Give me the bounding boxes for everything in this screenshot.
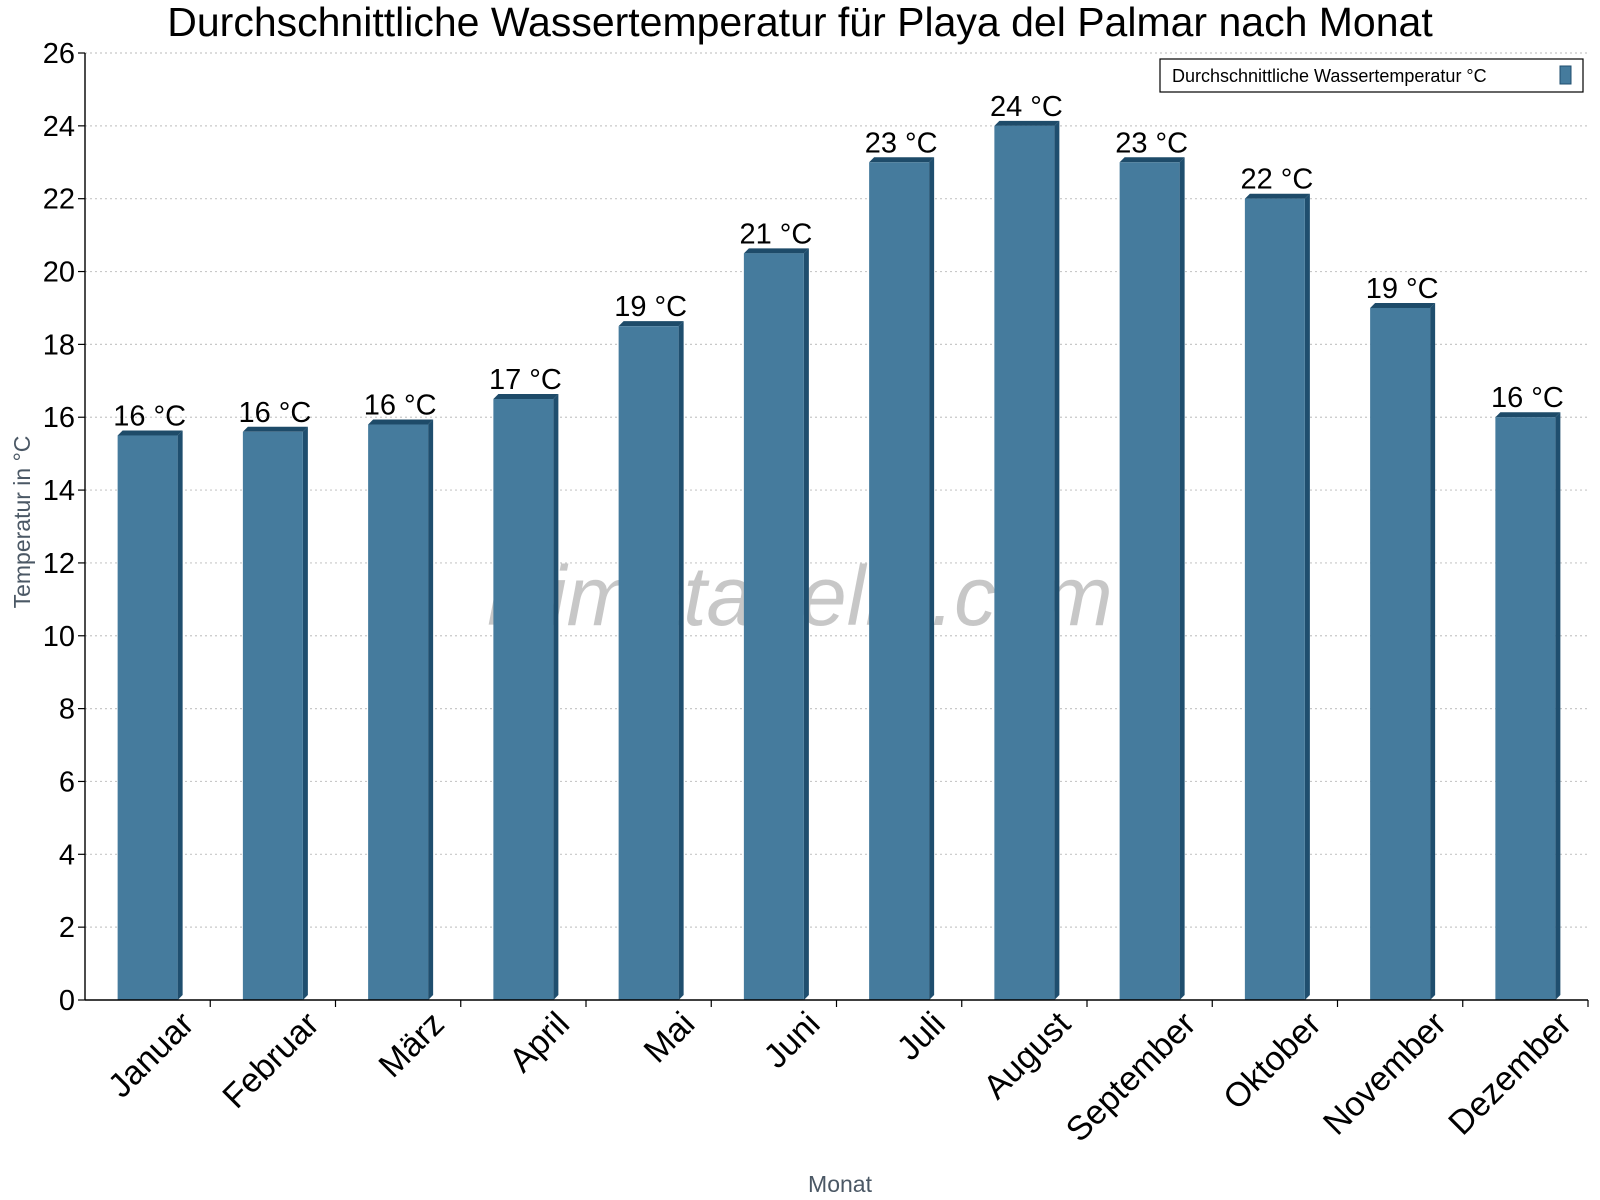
data-label: 17 °C [489,364,562,396]
y-tick-label: 24 [43,111,75,143]
x-axis-title: Monat [808,1171,873,1197]
bar [117,430,183,1000]
x-tick-label: Mai [637,1005,703,1071]
bar-top [117,430,183,436]
bar-side [1304,193,1310,1000]
data-label: 24 °C [990,91,1063,123]
data-label: 16 °C [113,400,186,432]
bar-top [1244,193,1310,199]
y-tick-label: 18 [43,329,75,361]
bar-top [618,321,684,327]
y-tick-label: 14 [43,475,75,507]
x-tick-label: September [1059,1005,1203,1149]
bar-top [1119,157,1185,163]
grid-lines [85,52,1588,928]
bar-side [929,157,935,1000]
data-label: 16 °C [1491,382,1564,414]
y-tick-label: 0 [59,985,75,1017]
legend-box [1159,58,1584,93]
bar-face [869,162,930,1000]
bar-face [493,399,554,1000]
y-tick-label: 20 [43,257,75,289]
bar-face [1495,417,1556,1000]
bar [869,157,935,1000]
bar [368,419,434,1000]
x-tick-label: Dezember [1441,1005,1579,1143]
x-tick-label: März [371,1005,451,1085]
bar-side [678,321,684,1000]
bar-side [302,426,308,1000]
bar-face [117,435,178,1000]
bar-top [1495,412,1561,418]
data-label: 19 °C [1366,273,1439,305]
bars: 16 °C 16 °C 16 °C 17 °C 19 °C 21 °C 23 °C 24 °C… [113,91,1564,1001]
bar-top [869,157,935,163]
bar [1370,302,1436,1000]
data-label: 16 °C [238,397,311,429]
bar-face [994,125,1055,1001]
bar [1495,412,1561,1000]
legend: Durchschnittliche Wassertemperatur °C [1159,58,1584,93]
bar-side [1430,302,1436,1000]
x-tick-label: Juni [757,1005,828,1076]
bar [1244,193,1310,1000]
data-label: 19 °C [614,291,687,323]
bar-top [242,426,308,432]
bar-top [994,120,1060,126]
y-tick-label: 16 [43,402,75,434]
bar-face [1119,162,1180,1000]
y-tick-label: 6 [59,766,75,798]
legend-swatch [1559,65,1572,85]
bar-top [1370,302,1436,308]
chart-title: Durchschnittliche Wassertemperatur für P… [167,0,1433,45]
x-tick-label: Januar [101,1005,201,1105]
y-tick-label: 2 [59,912,75,944]
data-label: 16 °C [364,390,437,422]
x-tick-label: Februar [215,1005,326,1116]
data-label: 22 °C [1240,164,1313,196]
bar-side [553,394,559,1000]
x-tick-label: Juli [890,1005,953,1068]
x-tick-label: August [976,1004,1078,1106]
bar-face [1244,198,1305,1000]
y-tick-label: 12 [43,548,75,580]
bar-top [493,394,559,400]
bar [743,248,809,1001]
bar-side [803,248,809,1001]
bar [493,394,559,1000]
bar-face [242,431,303,1000]
y-tick-label: 10 [43,621,75,653]
legend-label: Durchschnittliche Wassertemperatur °C [1172,66,1487,86]
x-tick-label: November [1316,1005,1454,1143]
bar [1119,157,1185,1000]
bar-face [618,326,679,1000]
y-axis-title: Temperatur in °C [9,436,35,609]
data-label: 21 °C [739,218,812,250]
x-tick-label: Oktober [1216,1005,1328,1117]
axes [78,52,1589,1007]
bar-top [743,248,809,254]
bar [618,321,684,1000]
data-label: 23 °C [865,127,938,159]
bar [242,426,308,1000]
y-tick-label: 8 [59,694,75,726]
data-label: 23 °C [1115,127,1188,159]
y-tick-label: 4 [59,839,75,871]
y-tick-label: 22 [43,184,75,216]
bar-top [368,419,434,425]
bar-side [1555,412,1561,1000]
y-tick-label: 26 [43,38,75,70]
bar-face [743,253,804,1001]
bar-face [1370,307,1431,1000]
x-tick-labels: Januar Februar März April Mai Juni Juli AugustS… [101,1004,1579,1149]
bar [994,120,1060,1001]
bar-side [428,419,434,1000]
bar-side [1179,157,1185,1000]
x-tick-label: April [502,1005,577,1080]
bar-side [1054,120,1060,1001]
bar-side [177,430,183,1000]
bar-face [368,424,429,1000]
